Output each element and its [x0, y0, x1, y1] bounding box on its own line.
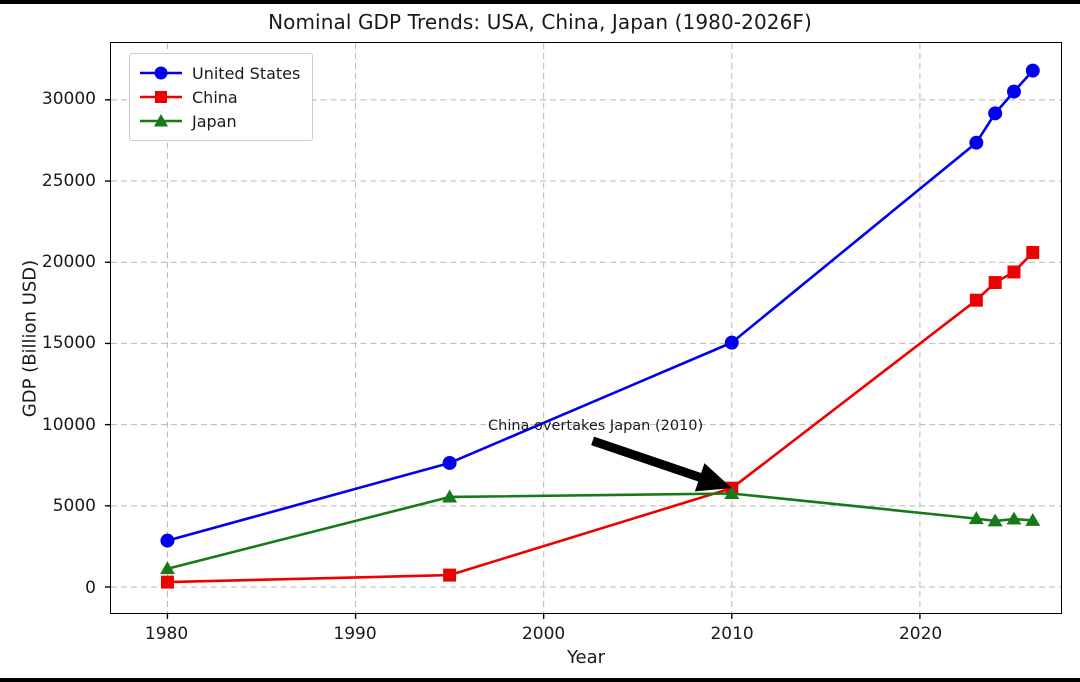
data-point-marker [724, 486, 740, 499]
data-point-marker [1006, 511, 1022, 525]
x-axis-tick-labels: 1980 1990 2000 2010 2020 [0, 4, 1080, 678]
grid-lines [105, 43, 1061, 619]
x-tick-label: 2010 [710, 624, 754, 644]
data-point-marker [987, 513, 1003, 527]
legend-item-japan[interactable]: Japan [138, 109, 300, 133]
chart-title: Nominal GDP Trends: USA, China, Japan (1… [268, 10, 812, 34]
data-point-marker [1025, 512, 1041, 526]
data-point-marker [988, 276, 1002, 290]
legend-item-china[interactable]: China [138, 85, 300, 109]
y-tick-label: 10000 [41, 414, 96, 435]
data-point-marker [443, 568, 457, 582]
annotation-label: China overtakes Japan (2010) [488, 417, 704, 434]
chart-legend: United States China Japan [129, 53, 314, 141]
x-tick-label: 2020 [898, 624, 943, 644]
legend-swatch-square-icon [138, 87, 184, 107]
data-point-marker [442, 455, 457, 470]
plot-area: China overtakes Japan (2010) United Stat… [105, 42, 1062, 619]
data-point-marker [1006, 84, 1021, 99]
x-tick-label: 2000 [521, 624, 566, 644]
legend-swatch-circle-icon [138, 63, 184, 83]
data-series-layer [159, 63, 1041, 589]
y-tick-label: 25000 [41, 170, 96, 191]
data-point-marker [160, 575, 174, 589]
y-tick-label: 30000 [41, 89, 96, 110]
data-point-marker [969, 135, 984, 150]
annotation-arrow-layer [591, 436, 732, 492]
data-point-marker [1026, 246, 1040, 259]
y-tick-label: 0 [85, 577, 96, 598]
data-point-marker [724, 335, 739, 350]
data-point-marker [159, 561, 175, 575]
y-tick-label: 5000 [52, 496, 96, 517]
legend-label-japan: Japan [192, 111, 237, 131]
x-tick-label: 1980 [144, 624, 189, 644]
y-tick-label: 15000 [41, 333, 96, 354]
data-point-marker [969, 293, 983, 307]
data-point-marker [1025, 63, 1040, 78]
legend-swatch-triangle-icon [138, 111, 184, 131]
x-axis-label: Year [566, 647, 606, 668]
data-point-marker [1007, 265, 1021, 279]
y-tick-label: 20000 [41, 252, 96, 272]
data-point-marker [968, 511, 984, 525]
legend-label-china: China [192, 87, 238, 107]
legend-label-united-states: United States [192, 63, 301, 83]
legend-item-united-states[interactable]: United States [138, 61, 300, 85]
x-tick-label: 1990 [333, 624, 377, 644]
data-point-marker [442, 489, 458, 503]
data-point-marker [988, 106, 1003, 121]
y-axis-tick-labels: 0 5000 10000 15000 20000 25000 30000 [0, 4, 96, 678]
data-point-marker [160, 533, 175, 548]
